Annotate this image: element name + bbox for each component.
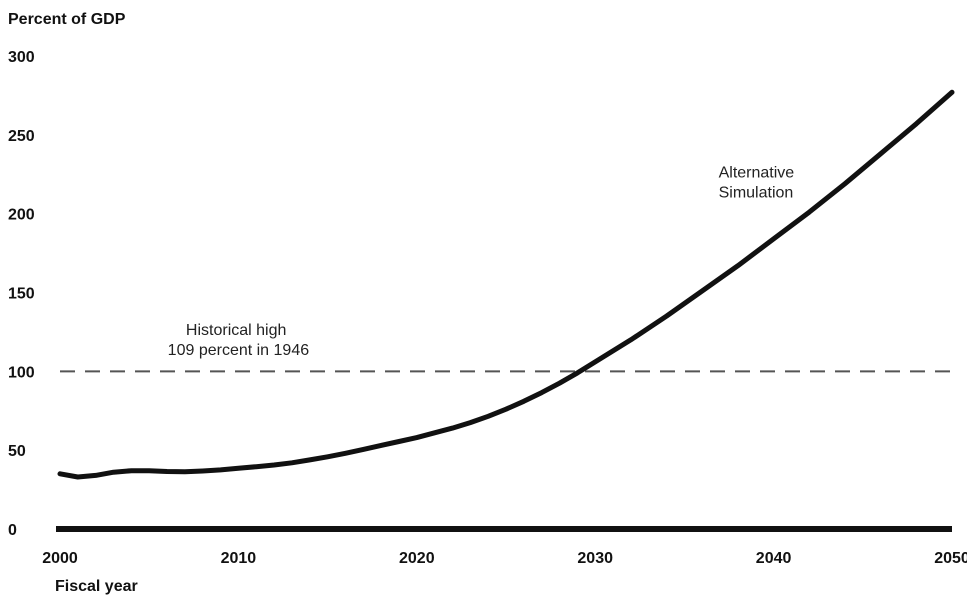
y-tick-label: 0 <box>8 522 17 539</box>
y-tick-label: 300 <box>8 49 35 66</box>
x-tick-label: 2010 <box>221 550 257 567</box>
x-tick-label: 2030 <box>577 550 613 567</box>
y-axis-title: Percent of GDP <box>8 11 126 28</box>
x-tick-label: 2000 <box>42 550 78 567</box>
y-tick-label: 50 <box>8 443 26 460</box>
y-tick-labels: 0 50 100 150 200 250 300 <box>8 49 35 539</box>
annotation-alternative-simulation: Alternative Simulation <box>719 164 799 201</box>
y-tick-label: 150 <box>8 286 35 303</box>
annotation-historical-high: Historical high 109 percent in 1946 <box>168 322 310 359</box>
y-tick-label: 250 <box>8 128 35 145</box>
y-tick-label: 100 <box>8 364 35 381</box>
x-axis-title: Fiscal year <box>55 578 138 595</box>
series-line-alternative-simulation <box>57 89 955 480</box>
y-tick-label: 200 <box>8 207 35 224</box>
x-tick-label: 2050 <box>934 550 967 567</box>
x-tick-label: 2020 <box>399 550 435 567</box>
x-tick-label: 2040 <box>756 550 792 567</box>
x-tick-labels: 2000 2010 2020 2030 2040 2050 <box>42 550 967 567</box>
